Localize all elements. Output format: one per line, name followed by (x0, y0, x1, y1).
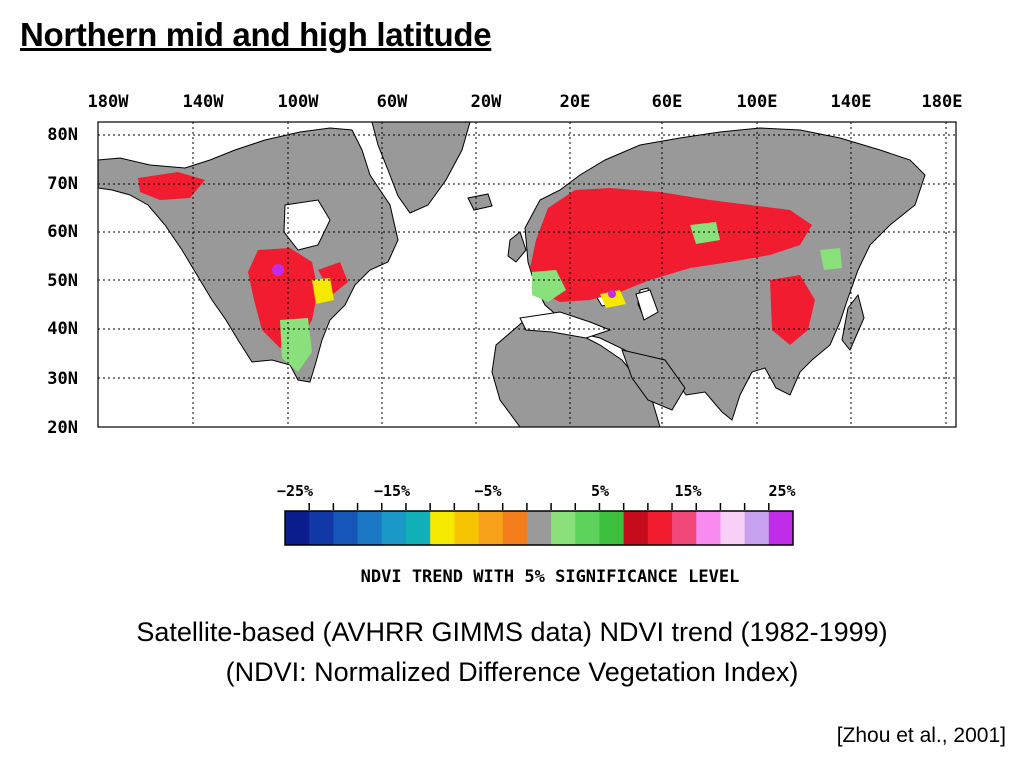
legend-swatch (647, 511, 673, 545)
legend-swatch (551, 511, 576, 545)
longitude-label: 20W (471, 92, 502, 112)
longitude-label: 140W (183, 92, 225, 112)
latitude-label: 50N (47, 271, 78, 291)
latitude-label: 40N (47, 319, 78, 339)
legend-tick-label: 15% (674, 482, 701, 500)
legend-tick-labels: −25% −15% −5% 5% 15% 25% (277, 482, 796, 500)
legend-tick-label: −15% (374, 482, 410, 500)
mediterranean-sea (519, 311, 612, 339)
legend-swatch (502, 511, 528, 545)
ndvi-trend-patches (138, 172, 842, 372)
longitude-label: 180W (88, 92, 130, 112)
caption-line-2: (NDVI: Normalized Difference Vegetation … (225, 657, 799, 687)
legend-swatch (526, 511, 552, 545)
legend-swatch (478, 511, 504, 545)
britain-landmass (507, 231, 527, 263)
longitude-label: 180E (922, 92, 963, 112)
legend-swatch (744, 511, 770, 545)
slide-title: Northern mid and high latitude (20, 16, 492, 53)
caption-line-1: Satellite-based (AVHRR GIMMS data) NDVI … (136, 617, 888, 647)
legend-tick-label: 25% (768, 482, 795, 500)
lake-aral-balkhash (635, 289, 659, 321)
longitude-label: 100W (278, 92, 320, 112)
longitude-label: 100E (737, 92, 778, 112)
legend-swatch (720, 511, 746, 545)
legend-swatch (405, 511, 431, 545)
legend-bar-frame (284, 510, 794, 546)
greenland-landmass (371, 122, 471, 214)
longitude-labels: 180W 140W 100W 60W 20W 20E 60E 100E 140E… (88, 92, 963, 112)
latitude-label: 80N (47, 125, 78, 145)
arabia-landmass (621, 349, 686, 411)
legend-tick-label: −25% (277, 482, 313, 500)
legend-swatch (768, 511, 794, 545)
positive-patch-europe (532, 270, 566, 302)
legend-swatch (333, 511, 359, 545)
legend-swatch (672, 511, 697, 545)
legend-swatch (599, 511, 625, 545)
legend-swatch (381, 511, 407, 545)
browning-patch-plains (312, 278, 334, 304)
japan-landmass (841, 293, 865, 351)
greening-patch-east-asia (770, 275, 815, 345)
legend-ticks (308, 503, 770, 510)
magenta-spot-canada (272, 264, 284, 276)
latitude-label: 20N (47, 418, 78, 438)
greening-patch-eurasia (530, 188, 812, 302)
ndvi-trend-figure: 180W 140W 100W 60W 20W 20E 60E 100E 140E… (47, 92, 963, 587)
longitude-label: 60E (652, 92, 683, 112)
longitude-label: 140E (831, 92, 872, 112)
legend-label: NDVI TREND WITH 5% SIGNIFICANCE LEVEL (361, 567, 740, 587)
legend-color-bar (284, 510, 794, 546)
greening-patch-great-lakes (318, 262, 348, 295)
latitude-label: 70N (47, 174, 78, 194)
legend: −25% −15% −5% 5% 15% 25% NDVI TREND WITH… (277, 482, 796, 587)
map-border (97, 121, 957, 428)
latitude-label: 60N (47, 222, 78, 242)
longitude-label: 20E (560, 92, 591, 112)
legend-swatch (309, 511, 334, 545)
positive-patch-russia (690, 222, 720, 244)
legend-tick-label: −5% (474, 482, 501, 500)
legend-swatch (430, 511, 455, 545)
iceland-landmass (467, 193, 493, 211)
browning-patch-central-asia (600, 290, 626, 308)
greening-patch-alaska-canada (138, 172, 205, 200)
legend-swatch (696, 511, 721, 545)
legend-swatch (454, 511, 480, 545)
latitude-labels: 80N 70N 60N 50N 40N 30N 20N (47, 125, 78, 438)
citation: [Zhou et al., 2001] (836, 724, 1006, 747)
magenta-spot-asia (608, 290, 616, 298)
legend-swatch (575, 511, 600, 545)
legend-swatch (357, 511, 383, 545)
legend-swatch (285, 511, 310, 545)
legend-tick-label: 5% (591, 482, 609, 500)
longitude-label: 60W (377, 92, 408, 112)
positive-patch-siberia (820, 248, 842, 270)
latitude-label: 30N (47, 369, 78, 389)
legend-swatch (623, 511, 649, 545)
